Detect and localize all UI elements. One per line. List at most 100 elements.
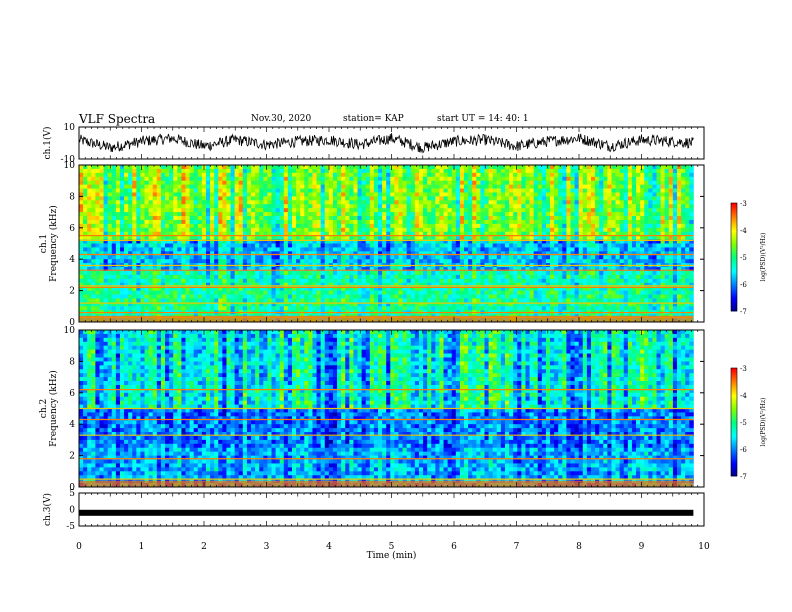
ch1-spectrogram-colorbar-cell xyxy=(731,224,737,227)
ch2-spectrogram-colorbar-cell xyxy=(731,405,737,408)
ch2-spectrogram-colorbar-cell xyxy=(731,369,737,372)
ch3-ytick-label: 0 xyxy=(69,506,75,516)
ch1-spectrogram-colorbar-cell xyxy=(731,239,737,242)
start-time-label: start UT = 14: 40: 1 xyxy=(437,114,529,124)
ch2-spectrogram-colorbar-cell xyxy=(731,474,737,477)
ch1-spectrogram-colorbar-cell xyxy=(731,219,737,222)
station-label: station= KAP xyxy=(343,114,404,124)
ch2-spectrogram-colorbar-cell xyxy=(731,404,737,407)
ch2-spectrogram-colorbar-tick: -5 xyxy=(740,419,747,427)
ch2-spectrogram-colorbar-cell xyxy=(731,443,737,446)
ch1-spectrogram-colorbar-cell xyxy=(731,258,737,261)
ch2-spectrogram-colorbar-cell xyxy=(731,377,737,380)
x-tick-label: 7 xyxy=(514,542,520,552)
figure-title: VLF Spectra xyxy=(79,112,156,126)
ch1-spectrogram-colorbar-cell xyxy=(731,240,737,243)
ch2-spectrogram-colorbar-cell xyxy=(731,371,737,374)
ch2-spectrogram-colorbar-cell xyxy=(731,422,737,425)
ch1-spectrogram-colorbar-cell xyxy=(731,248,737,251)
ch1-spectrogram-ylabel: Frequency (kHz) xyxy=(48,205,59,282)
ch1-spectrogram-colorbar-cell xyxy=(731,309,737,312)
ch1-spectrogram-colorbar-cell xyxy=(731,284,737,287)
ch2-spectrogram-colorbar-cell xyxy=(731,441,737,444)
ch2-spectrogram-colorbar-cell xyxy=(731,436,737,439)
ch2-spectrogram-colorbar-cell xyxy=(731,432,737,435)
ch2-spectrogram-colorbar-cell xyxy=(731,393,737,396)
ch2-spectrogram-colorbar-cell xyxy=(731,438,737,441)
ch1-spectrogram-colorbar-cell xyxy=(731,300,737,303)
ch2-spectrogram-colorbar-cell xyxy=(731,368,737,371)
ch1-spectrogram-colorbar-cell xyxy=(731,293,737,296)
ch1-spectrogram-colorbar-cell xyxy=(731,280,737,283)
ch1-spectrogram-colorbar-cell xyxy=(731,230,737,233)
ch1-spectrogram-colorbar-cell xyxy=(731,251,737,254)
ch1-spectrogram-colorbar-cell xyxy=(731,285,737,288)
ch1-waveform-ylabel: ch.1(V) xyxy=(42,127,53,160)
ch2-spectrogram-colorbar-cell xyxy=(731,425,737,428)
ch1-spectrogram-colorbar-cell xyxy=(731,282,737,285)
ch2-spectrogram-colorbar-cell xyxy=(731,375,737,378)
ch2-spectrogram-colorbar-cell xyxy=(731,380,737,383)
ch3-waveform-trace xyxy=(79,509,694,516)
ch2-spectrogram-colorbar-cell xyxy=(731,398,737,401)
ch1-spectrogram-colorbar-cell xyxy=(731,217,737,220)
x-tick-label: 4 xyxy=(326,542,332,552)
ch2-spectrogram-colorbar-cell xyxy=(731,429,737,432)
ch2-spectrogram-colorbar-cell xyxy=(731,445,737,448)
x-tick-label: 2 xyxy=(201,542,207,552)
ch1-ytick-top: 10 xyxy=(64,123,76,133)
ch2-spectrogram-colorbar-cell xyxy=(731,400,737,403)
ch2-spectrogram-colorbar-cell xyxy=(731,470,737,473)
ch1-spectrogram-colorbar-cell xyxy=(731,266,737,269)
ch1-spectrogram-colorbar-cell xyxy=(731,242,737,245)
ch1-spectrogram-colorbar-cell xyxy=(731,271,737,274)
ch2-spectrogram-colorbar-cell xyxy=(731,402,737,405)
ch1-spectrogram-colorbar-cell xyxy=(731,289,737,292)
ch1-spectrogram-colorbar-cell xyxy=(731,204,737,207)
ch1-spectrogram-colorbar-cell xyxy=(731,294,737,297)
ch2-spectrogram-colorbar-cell xyxy=(731,411,737,414)
ch1-spectrogram-ytick-label: 10 xyxy=(64,161,76,171)
ch1-spectrogram-channel-label: ch.1 xyxy=(39,234,49,253)
ch1-spectrogram-colorbar-cell xyxy=(731,244,737,247)
ch2-spectrogram-colorbar-cell xyxy=(731,459,737,462)
ch1-spectrogram-colorbar-cell xyxy=(731,215,737,218)
ch2-spectrogram-colorbar-cell xyxy=(731,387,737,390)
ch1-spectrogram-ytick-label: 4 xyxy=(69,255,75,265)
ch1-spectrogram-colorbar-cell xyxy=(731,255,737,258)
ch3-waveform-ylabel: ch.3(V) xyxy=(42,493,53,526)
ch1-spectrogram-colorbar-cell xyxy=(731,231,737,234)
ch1-spectrogram-colorbar-tick: -6 xyxy=(740,281,747,289)
ch1-spectrogram-colorbar-cell xyxy=(731,305,737,308)
ch1-spectrogram-colorbar-cell xyxy=(731,273,737,276)
ch2-spectrogram-colorbar-cell xyxy=(731,423,737,426)
ch1-spectrogram-colorbar-cell xyxy=(731,203,737,206)
ch1-spectrogram-colorbar-cell xyxy=(731,275,737,278)
x-tick-label: 6 xyxy=(451,542,457,552)
x-tick-label: 10 xyxy=(698,542,710,552)
ch1-spectrogram-colorbar xyxy=(730,202,738,312)
ch2-spectrogram-colorbar-tick: -6 xyxy=(740,446,747,454)
ch1-spectrogram-colorbar-cell xyxy=(731,213,737,216)
ch2-spectrogram-colorbar-cell xyxy=(731,463,737,466)
ch1-spectrogram-colorbar-cell xyxy=(731,278,737,281)
ch2-spectrogram-colorbar-cell xyxy=(731,395,737,398)
ch1-spectrogram-colorbar-cell xyxy=(731,249,737,252)
ch2-spectrogram-colorbar-cell xyxy=(731,465,737,468)
x-tick-label: 5 xyxy=(389,542,395,552)
ch1-spectrogram-colorbar-tick: -3 xyxy=(740,200,747,208)
ch2-spectrogram-colorbar-cell xyxy=(731,413,737,416)
ch1-spectrogram-colorbar-cell xyxy=(731,287,737,290)
ch1-spectrogram-colorbar-cell xyxy=(731,302,737,305)
ch1-spectrogram-colorbar-cell xyxy=(731,228,737,231)
ch1-spectrogram-colorbar-cell xyxy=(731,260,737,263)
ch1-spectrogram-ytick-label: 6 xyxy=(69,224,75,234)
date-label: Nov.30, 2020 xyxy=(251,114,312,124)
ch2-spectrogram-channel-label: ch.2 xyxy=(39,399,49,418)
ch2-spectrogram-colorbar-cell xyxy=(731,458,737,461)
ch1-spectrogram-colorbar-tick: -4 xyxy=(740,227,747,235)
ch2-spectrogram-colorbar-cell xyxy=(731,407,737,410)
ch1-spectrogram-colorbar-cell xyxy=(731,253,737,256)
ch1-spectrogram-ytick-label: 0 xyxy=(69,318,75,328)
